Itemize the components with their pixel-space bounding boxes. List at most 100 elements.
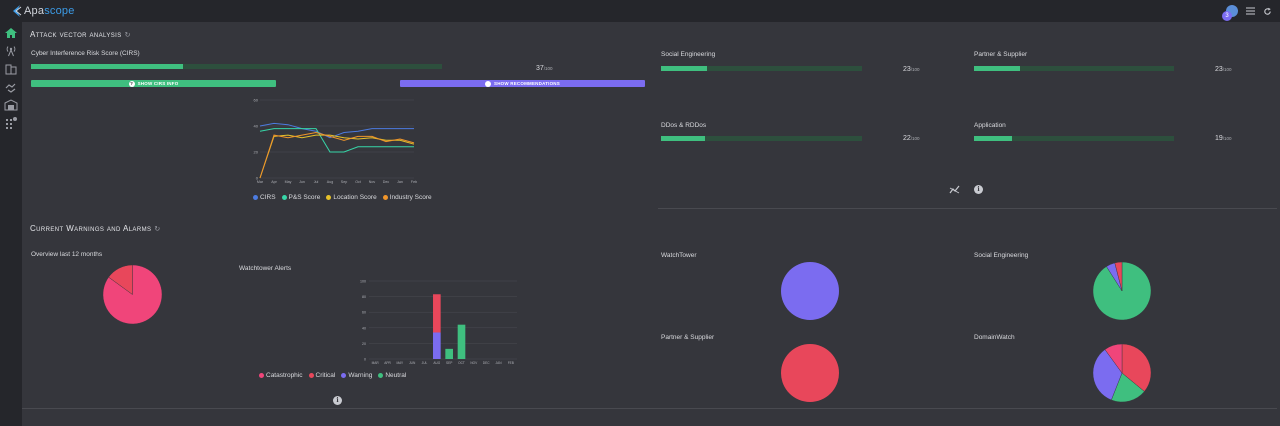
legend-dot-icon <box>326 195 332 200</box>
legend-dot-icon <box>341 373 347 378</box>
notification-badge: 3 <box>1222 11 1232 21</box>
legend-catastrophic[interactable]: Catastrophic <box>259 372 303 379</box>
category-label-social-engineering: Social Engineering <box>661 51 716 58</box>
x-tick-label: MAR <box>372 361 380 365</box>
legend-neutral-label: Neutral <box>385 372 407 379</box>
show-recommendations-button[interactable]: SHOW RECOMMENDATIONS <box>400 80 645 87</box>
compare-chart-icon[interactable] <box>949 185 960 194</box>
category-bar-social-engineering <box>661 66 862 71</box>
pie-slice-catastrophic <box>1104 344 1123 374</box>
x-tick-label: May <box>285 180 292 184</box>
category-score-denominator: /100 <box>1222 67 1232 72</box>
home-icon[interactable] <box>3 26 19 40</box>
cirs-bar-fill <box>31 64 184 69</box>
bar-segment-warning <box>433 332 441 359</box>
legend-industry-score-label: Industry Score <box>389 194 432 201</box>
social-engineering-pie-chart <box>1093 262 1151 320</box>
section-refresh-icon[interactable]: ↻ <box>154 226 161 233</box>
pie-slice-critical <box>108 265 133 295</box>
series-line-0 <box>259 122 414 139</box>
x-tick-label: Apr <box>271 180 277 184</box>
x-tick-label: DEC <box>483 361 490 365</box>
y-tick-label: 40 <box>362 326 366 330</box>
category-score-value: 19 <box>1215 135 1223 142</box>
x-tick-label: JAN <box>495 361 502 365</box>
legend-critical[interactable]: Critical <box>308 372 335 379</box>
category-score-denominator: /100 <box>910 67 920 72</box>
y-tick-label: 80 <box>362 295 366 299</box>
logo-text: Apascope <box>24 5 75 17</box>
handshake-icon[interactable] <box>3 80 19 94</box>
category-score-denominator: /100 <box>1222 136 1232 141</box>
menu-icon[interactable] <box>1246 7 1255 15</box>
cirs-score-value: 37 <box>536 65 544 72</box>
category-score-denominator: /100 <box>910 136 920 141</box>
x-tick-label: Mar <box>257 180 264 184</box>
y-tick-label: 100 <box>360 280 366 284</box>
apps-icon[interactable] <box>3 116 19 130</box>
building-icon[interactable] <box>3 62 19 76</box>
legend-location-score[interactable]: Location Score <box>326 194 377 201</box>
pie-slice-critical <box>1114 262 1123 292</box>
line-chart-legend: CIRS P&S Score Location Score Industry S… <box>253 194 432 201</box>
category-score-ddos: 22/100 <box>903 135 920 142</box>
avatar[interactable]: 3 <box>1222 5 1238 21</box>
top-bar: Apascope 3 <box>0 0 1280 22</box>
category-bar-partner-supplier <box>974 66 1174 71</box>
category-bar-fill <box>661 136 706 141</box>
category-label-ddos: DDos & RDDos <box>661 122 707 129</box>
legend-industry-score[interactable]: Industry Score <box>382 194 432 201</box>
pie-slice-critical <box>1121 344 1151 392</box>
app-logo[interactable]: Apascope <box>12 4 75 18</box>
legend-warning[interactable]: Warning <box>341 372 372 379</box>
category-bar-fill <box>974 66 1020 71</box>
refresh-icon[interactable] <box>1263 7 1272 16</box>
y-tick-label: 0 <box>364 358 366 362</box>
cirs-bar <box>31 64 442 69</box>
pie-label-partner-supplier: Partner & Supplier <box>661 334 715 341</box>
domainwatch-pie-chart <box>1093 344 1151 402</box>
partner-supplier-pie-chart <box>781 344 839 402</box>
pie-slice-critical <box>781 344 839 402</box>
category-label-application: Application <box>974 122 1006 129</box>
bar-segment-neutral <box>457 324 466 359</box>
category-bar-application <box>974 136 1174 141</box>
x-tick-label: Dec <box>383 180 390 184</box>
cirs-score-denominator: /100 <box>543 66 553 71</box>
warnings-title-text: Current Warnings and Alarms <box>30 224 152 233</box>
legend-dot-icon <box>382 195 388 200</box>
x-tick-label: SEP <box>446 361 452 365</box>
legend-dot-icon <box>378 373 384 378</box>
alerts-info-icon[interactable]: i <box>333 396 342 405</box>
x-tick-label: Feb <box>411 180 417 184</box>
warehouse-icon[interactable] <box>3 98 19 112</box>
sidebar <box>0 22 22 426</box>
y-tick-label: 20 <box>254 150 259 155</box>
pie-label-social-engineering: Social Engineering <box>974 252 1029 259</box>
legend-dot-icon <box>259 373 264 378</box>
y-tick-label: 60 <box>362 311 366 315</box>
warnings-title: Current Warnings and Alarms ↻ <box>30 224 161 233</box>
legend-neutral[interactable]: Neutral <box>378 372 406 379</box>
x-tick-label: APR <box>384 361 391 365</box>
category-score-social-engineering: 23/100 <box>903 66 920 73</box>
pie-slice-warning <box>1093 349 1123 401</box>
watchtower-pie-chart <box>781 262 839 320</box>
show-cirs-info-button[interactable]: ? SHOW CIRS INFO <box>31 80 276 87</box>
legend-cirs-label: CIRS <box>260 194 276 201</box>
section-refresh-icon[interactable]: ↻ <box>124 32 131 39</box>
legend-dot-icon <box>253 195 258 200</box>
divider <box>22 408 1277 409</box>
x-tick-label: JUL <box>422 361 428 365</box>
category-score-value: 23 <box>1215 66 1223 73</box>
antenna-icon[interactable] <box>3 44 19 58</box>
info-icon[interactable]: i <box>974 185 983 194</box>
legend-cirs[interactable]: CIRS <box>253 194 276 201</box>
legend-dot-icon <box>281 195 287 200</box>
cirs-label: Cyber Interference Risk Score (CIRS) <box>31 50 140 57</box>
legend-ps-score[interactable]: P&S Score <box>281 194 320 201</box>
category-score-value: 22 <box>903 135 911 142</box>
attack-vector-title: Attack vector analysis ↻ <box>30 30 131 39</box>
x-tick-label: FEB <box>508 361 514 365</box>
category-label-partner-supplier: Partner & Supplier <box>974 51 1028 58</box>
